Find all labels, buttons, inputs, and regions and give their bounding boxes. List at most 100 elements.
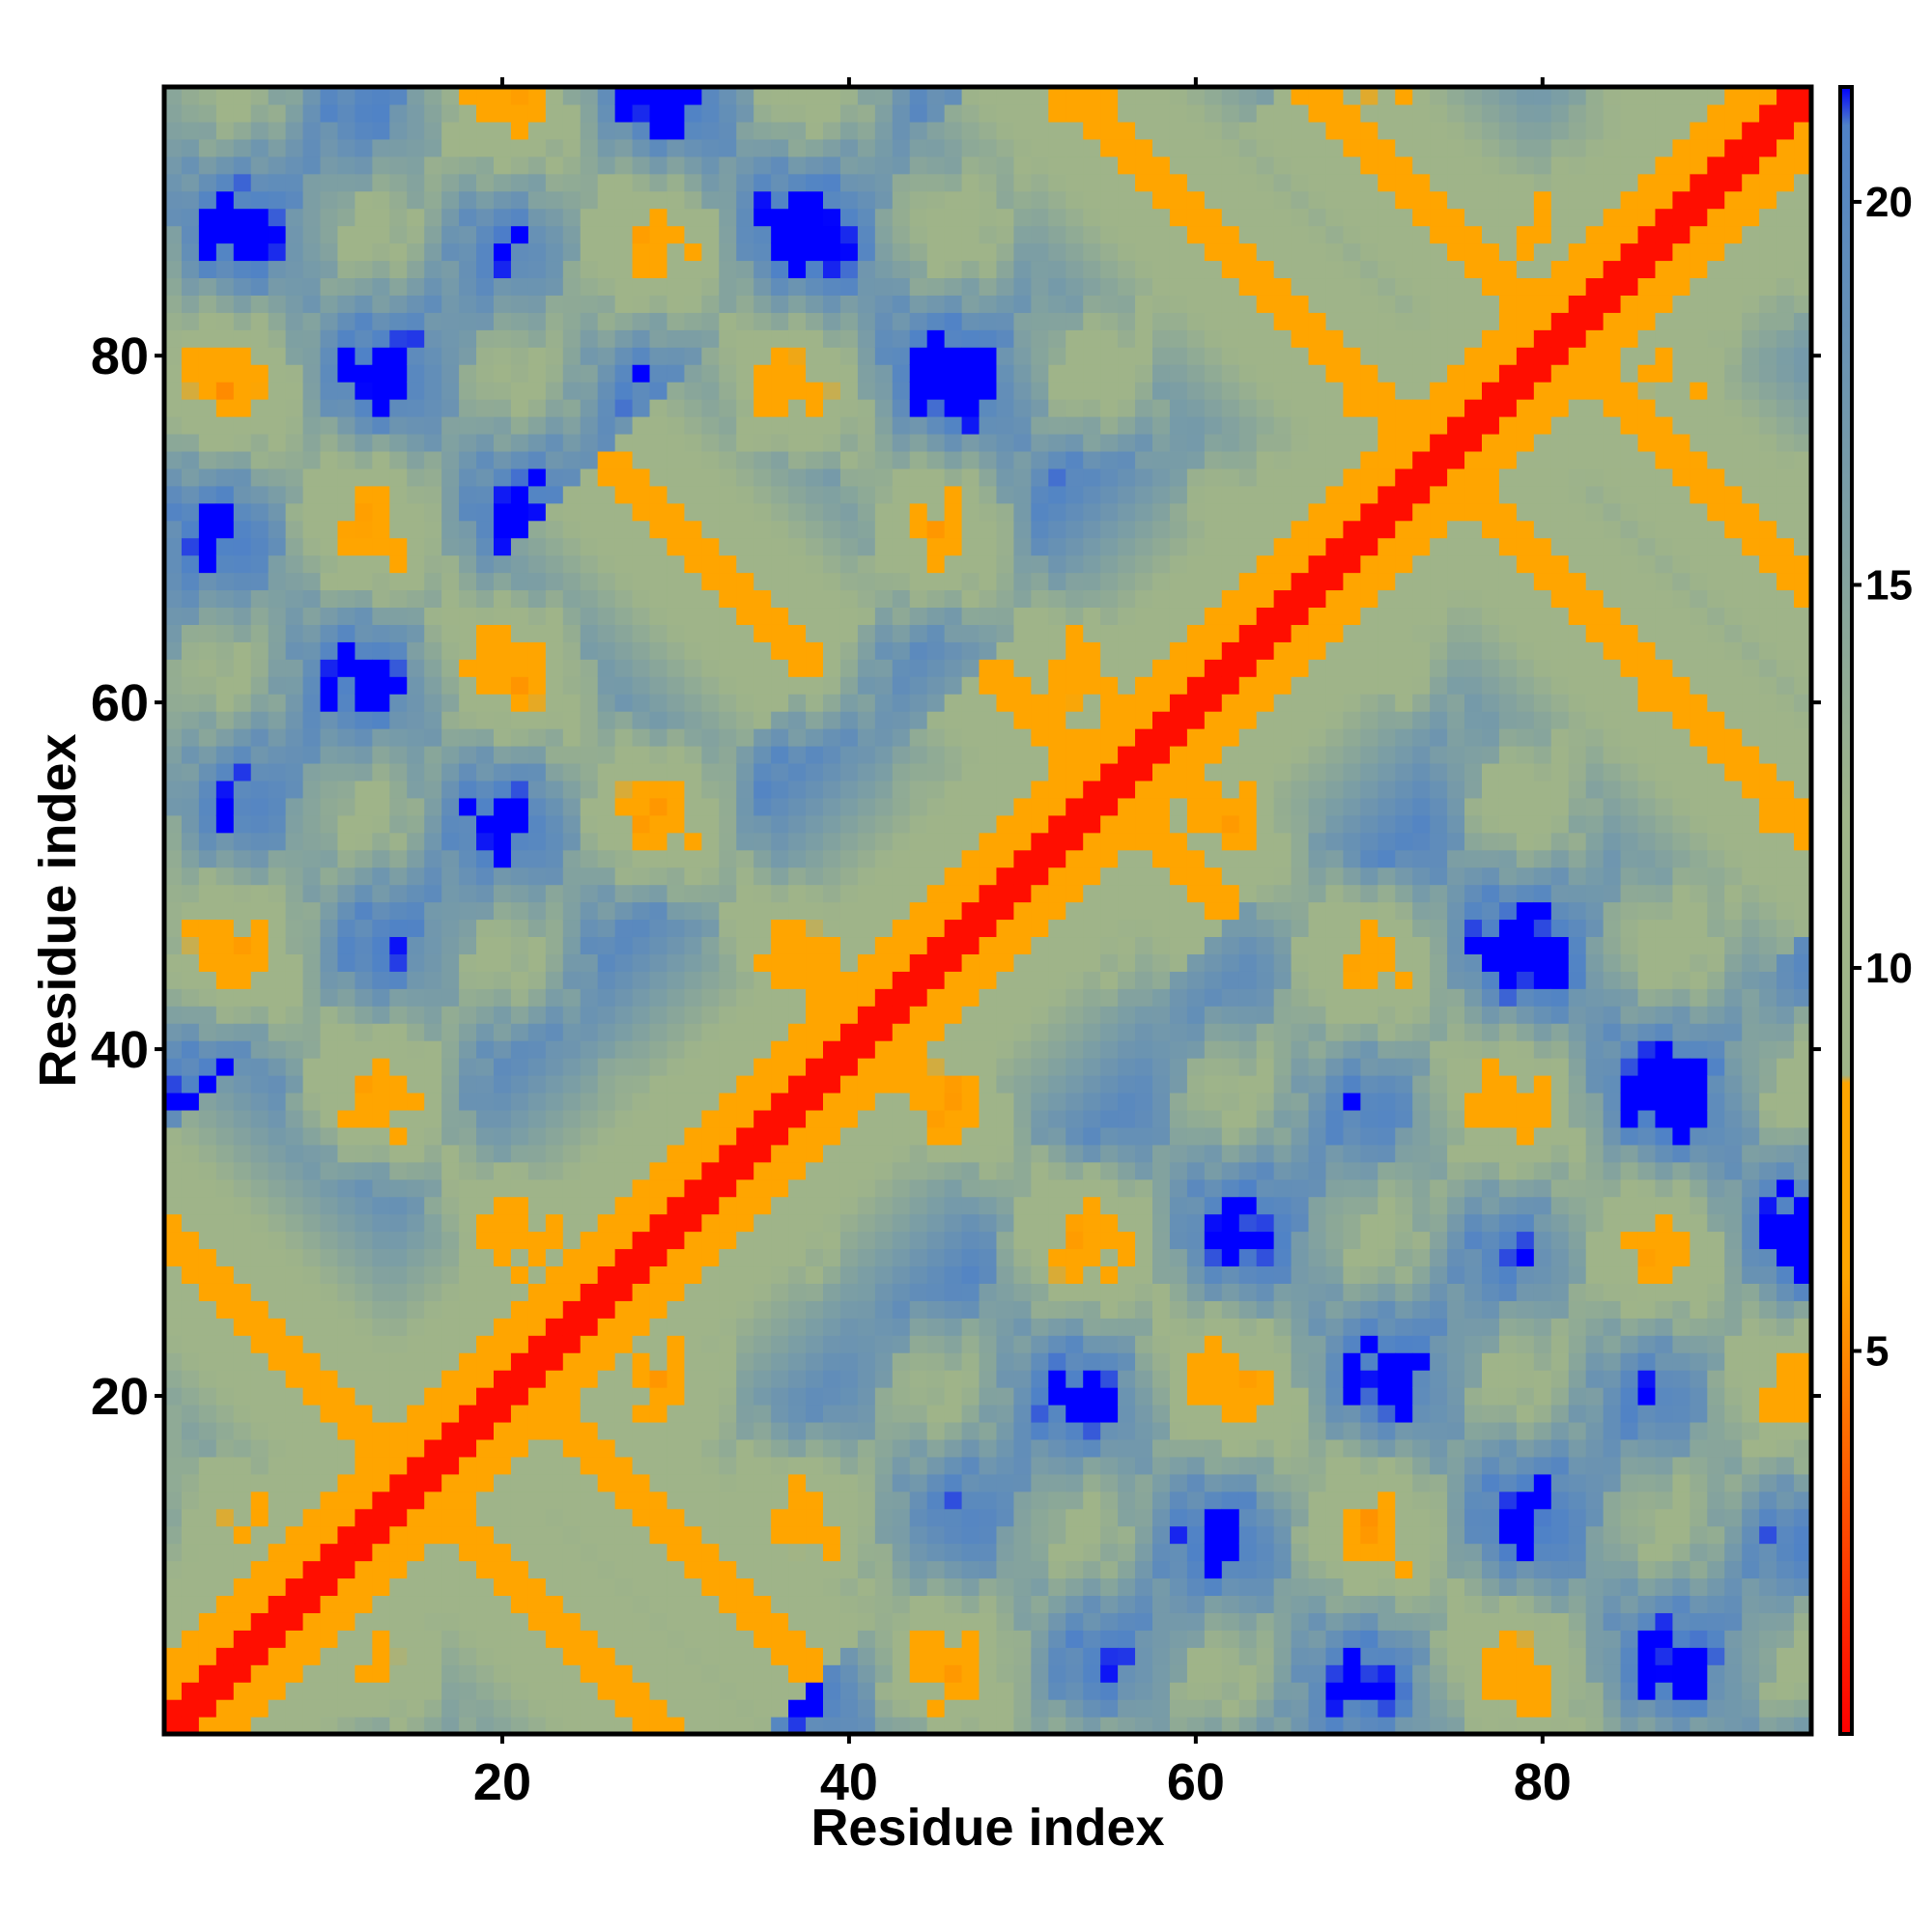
heatmap-cell bbox=[389, 1664, 408, 1683]
heatmap-cell bbox=[164, 347, 183, 365]
heatmap-cell bbox=[944, 641, 963, 660]
heatmap-cell bbox=[407, 416, 425, 435]
heatmap-cell bbox=[788, 1543, 807, 1562]
heatmap-cell bbox=[545, 1023, 564, 1041]
heatmap-cell bbox=[302, 936, 322, 954]
heatmap-cell bbox=[459, 1352, 477, 1371]
heatmap-cell bbox=[562, 849, 582, 868]
heatmap-cell bbox=[268, 762, 287, 781]
heatmap-cell bbox=[771, 1265, 789, 1284]
heatmap-cell bbox=[597, 1456, 616, 1475]
heatmap-cell bbox=[944, 1075, 963, 1094]
heatmap-cell bbox=[1065, 1023, 1084, 1041]
heatmap-cell bbox=[164, 953, 183, 972]
heatmap-cell bbox=[389, 1075, 408, 1094]
heatmap-cell bbox=[494, 607, 512, 625]
heatmap-cell bbox=[389, 416, 408, 435]
heatmap-cell bbox=[788, 138, 807, 157]
heatmap-cell bbox=[181, 87, 200, 105]
heatmap-cell bbox=[198, 468, 217, 487]
heatmap-cell bbox=[1013, 901, 1032, 921]
heatmap-cell bbox=[302, 121, 322, 140]
heatmap-cell bbox=[892, 260, 911, 279]
heatmap-cell bbox=[892, 1543, 911, 1562]
heatmap-cell bbox=[771, 1456, 789, 1475]
heatmap-cell bbox=[215, 1335, 235, 1353]
heatmap-cell bbox=[389, 433, 408, 452]
heatmap-cell bbox=[268, 1647, 287, 1665]
heatmap-cell bbox=[215, 260, 235, 279]
heatmap-cell bbox=[1065, 814, 1084, 834]
heatmap-cell bbox=[979, 641, 998, 660]
heatmap-cell bbox=[198, 762, 217, 781]
heatmap-cell bbox=[198, 1577, 217, 1597]
heatmap-cell bbox=[285, 1144, 304, 1163]
heatmap-cell bbox=[215, 242, 235, 262]
heatmap-cell bbox=[337, 1283, 356, 1301]
heatmap-cell bbox=[753, 1248, 772, 1267]
heatmap-cell bbox=[545, 711, 564, 729]
heatmap-cell bbox=[198, 1300, 217, 1319]
heatmap-cell bbox=[233, 589, 252, 609]
heatmap-cell bbox=[198, 1006, 217, 1024]
heatmap-cell bbox=[806, 312, 824, 330]
heatmap-cell bbox=[857, 121, 876, 140]
heatmap-cell bbox=[926, 1525, 946, 1545]
heatmap-cell bbox=[649, 1231, 668, 1250]
heatmap-cell bbox=[527, 312, 547, 330]
heatmap-cell bbox=[632, 641, 651, 660]
heatmap-cell bbox=[701, 572, 720, 591]
heatmap-cell bbox=[459, 87, 477, 105]
heatmap-cell bbox=[494, 1023, 512, 1041]
heatmap-cell bbox=[441, 884, 460, 903]
heatmap-cell bbox=[527, 797, 547, 816]
heatmap-cell bbox=[407, 1405, 425, 1423]
heatmap-cell bbox=[649, 502, 668, 522]
heatmap-cell bbox=[198, 208, 217, 227]
heatmap-cell bbox=[407, 694, 425, 712]
heatmap-cell bbox=[684, 1006, 702, 1024]
heatmap-cell bbox=[545, 1248, 564, 1267]
heatmap-cell bbox=[736, 797, 754, 816]
heatmap-cell bbox=[823, 190, 841, 210]
heatmap-cell bbox=[494, 762, 512, 781]
heatmap-cell bbox=[1031, 1543, 1049, 1562]
heatmap-cell bbox=[337, 607, 356, 625]
heatmap-cell bbox=[424, 797, 442, 816]
heatmap-cell bbox=[562, 1335, 582, 1353]
heatmap-cell bbox=[476, 676, 495, 695]
heatmap-cell bbox=[562, 87, 582, 105]
heatmap-cell bbox=[320, 1231, 339, 1250]
heatmap-cell bbox=[806, 936, 824, 954]
heatmap-cell bbox=[320, 1161, 339, 1180]
heatmap-cell bbox=[996, 728, 1015, 747]
heatmap-cell bbox=[597, 468, 616, 487]
heatmap-cell bbox=[198, 1473, 217, 1492]
heatmap-cell bbox=[597, 953, 616, 972]
heatmap-cell bbox=[459, 1664, 477, 1683]
heatmap-cell bbox=[580, 450, 599, 469]
heatmap-cell bbox=[1065, 1040, 1084, 1059]
heatmap-cell bbox=[979, 364, 998, 383]
heatmap-cell bbox=[510, 624, 529, 642]
heatmap-cell bbox=[181, 832, 200, 851]
heatmap-cell bbox=[215, 329, 235, 348]
heatmap-cell bbox=[1048, 1231, 1066, 1250]
heatmap-cell bbox=[320, 1109, 339, 1128]
heatmap-cell bbox=[823, 762, 841, 781]
heatmap-cell bbox=[909, 1560, 928, 1579]
heatmap-cell bbox=[233, 988, 252, 1007]
heatmap-cell bbox=[372, 1023, 390, 1041]
heatmap-cell bbox=[823, 572, 841, 591]
heatmap-cell bbox=[337, 1248, 356, 1267]
heatmap-cell bbox=[701, 1664, 720, 1683]
heatmap-cell bbox=[771, 711, 789, 729]
heatmap-cell bbox=[1065, 1421, 1084, 1440]
heatmap-cell bbox=[527, 1248, 547, 1267]
heatmap-cell bbox=[407, 1421, 425, 1440]
heatmap-cell bbox=[874, 242, 894, 262]
heatmap-cell bbox=[302, 1231, 322, 1250]
heatmap-cell bbox=[268, 1473, 287, 1492]
heatmap-cell bbox=[753, 87, 772, 105]
heatmap-cell bbox=[181, 1473, 200, 1492]
